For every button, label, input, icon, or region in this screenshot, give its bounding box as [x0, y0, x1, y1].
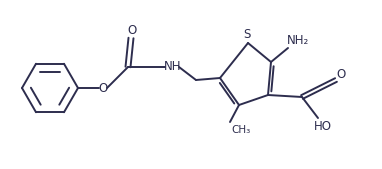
Text: NH₂: NH₂	[287, 34, 309, 47]
Text: O: O	[99, 81, 108, 94]
Text: O: O	[337, 67, 346, 80]
Text: S: S	[243, 29, 251, 42]
Text: CH₃: CH₃	[231, 125, 250, 135]
Text: O: O	[127, 25, 137, 38]
Text: HO: HO	[314, 119, 332, 132]
Text: NH: NH	[164, 61, 182, 74]
